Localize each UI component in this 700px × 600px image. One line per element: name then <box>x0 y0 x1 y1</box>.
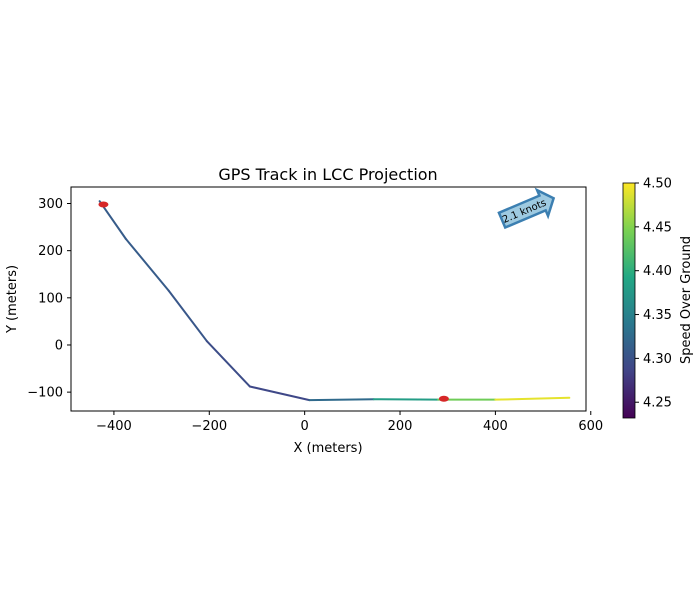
x-axis-label: X (meters) <box>293 441 362 456</box>
speed-annotation: 2.1 knots <box>497 187 556 230</box>
track-segment <box>308 398 375 402</box>
y-tick-label: −100 <box>27 386 63 401</box>
track-segment <box>98 200 127 240</box>
colorbar-tick-label: 4.50 <box>643 177 672 192</box>
colorbar-tick-label: 4.45 <box>643 220 672 235</box>
track-segment <box>494 396 571 401</box>
chart-title: GPS Track in LCC Projection <box>218 165 437 184</box>
track-marker <box>438 395 449 402</box>
y-tick-label: 300 <box>38 197 63 212</box>
track-segment <box>167 289 208 343</box>
track-layer <box>98 200 571 402</box>
colorbar-tick-label: 4.35 <box>643 308 672 323</box>
y-tick-label: 100 <box>38 291 63 306</box>
colorbar-tick-label: 4.30 <box>643 352 672 367</box>
colorbar-axis: 4.25 4.30 4.35 4.40 4.45 4.50 <box>635 177 672 411</box>
x-tick-label: −200 <box>191 419 227 434</box>
x-axis: −400 −200 0 200 400 600 <box>96 411 603 434</box>
y-axis: −100 0 100 200 300 <box>27 197 71 401</box>
track-segment <box>124 237 170 292</box>
x-tick-label: 200 <box>388 419 413 434</box>
annotation-arrow-box <box>497 187 556 230</box>
colorbar-tick-label: 4.25 <box>643 396 672 411</box>
plot-frame <box>70 186 587 412</box>
track-segment <box>205 340 251 388</box>
marker-layer <box>98 201 449 402</box>
colorbar <box>622 182 636 419</box>
y-tick-label: 200 <box>38 244 63 259</box>
track-marker <box>98 201 109 208</box>
x-tick-label: 400 <box>483 419 508 434</box>
track-segment <box>248 385 311 402</box>
y-axis-label: Y (meters) <box>5 265 20 334</box>
colorbar-label: Speed Over Ground <box>679 236 694 364</box>
y-tick-label: 0 <box>55 338 63 353</box>
x-tick-label: 600 <box>578 419 603 434</box>
x-tick-label: 0 <box>301 419 309 434</box>
colorbar-tick-label: 4.40 <box>643 264 672 279</box>
x-tick-label: −400 <box>96 419 132 434</box>
